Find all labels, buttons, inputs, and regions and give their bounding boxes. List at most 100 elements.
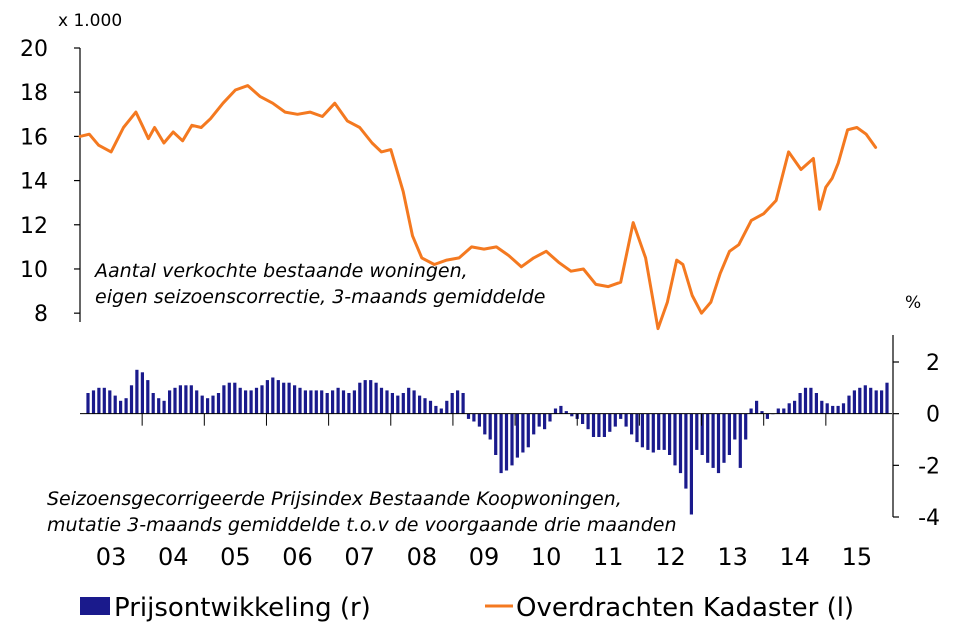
prijs-bar [510, 413, 514, 466]
prijs-bar [254, 387, 259, 414]
top-annotation-line-2: eigen seizoenscorrectie, 3-maands gemidd… [95, 286, 545, 308]
prijs-bar [749, 408, 753, 414]
prijs-bar [418, 395, 422, 414]
x-tick-label: 13 [717, 543, 748, 571]
prijs-bar [276, 380, 280, 414]
prijs-bar [809, 387, 813, 414]
prijs-bar [515, 413, 519, 458]
prijs-bar [841, 403, 846, 414]
prijs-bar [352, 390, 356, 414]
prijs-bar [401, 393, 405, 414]
x-tick-label: 08 [407, 543, 438, 571]
legend: Prijsontwikkeling (r) Overdrachten Kadas… [80, 593, 854, 623]
prijs-bar [129, 385, 134, 414]
prijs-bar [119, 400, 123, 414]
prijs-bar [369, 380, 373, 414]
prijs-bar [831, 405, 835, 414]
prijs-bar [271, 377, 275, 414]
prijs-bar [504, 413, 509, 471]
prijs-bar [456, 390, 460, 414]
top-y-tick-label: 8 [34, 302, 48, 327]
prijs-bar [776, 408, 780, 414]
prijs-bar [825, 403, 829, 414]
prijs-bar [113, 395, 117, 414]
prijs-bar [146, 380, 150, 414]
bottom-panel: 2 0 -2 -4 % Seizoensgecorrigeerde Prijsinde… [47, 293, 940, 536]
prijs-bar [298, 387, 302, 414]
prijs-bar [244, 390, 248, 414]
prijs-bar [787, 403, 791, 414]
prijs-bar [591, 413, 596, 437]
prijs-bar [483, 413, 487, 435]
top-y-tick-label: 10 [20, 258, 48, 283]
bottom-y-tick-label: 0 [926, 403, 940, 428]
prijs-bar [678, 413, 683, 474]
prijs-bar [162, 400, 166, 414]
prijs-bar [744, 413, 748, 440]
prijs-bar [581, 413, 585, 424]
prijs-bar [706, 413, 710, 463]
prijs-bar [543, 413, 547, 430]
prijs-bar [874, 390, 878, 414]
prijs-bar [760, 411, 764, 414]
prijs-bar [651, 413, 655, 453]
prijs-bar [635, 413, 639, 443]
overdrachten-line [78, 84, 878, 331]
prijs-bar [548, 413, 552, 422]
prijs-bar [521, 413, 525, 453]
top-y-ticks: 20 18 16 14 12 10 8 [20, 37, 80, 327]
prijs-bar [613, 413, 617, 427]
prijs-bar [646, 413, 650, 450]
prijs-bar [124, 398, 128, 414]
prijs-bar [86, 393, 90, 414]
prijs-bar [439, 408, 443, 414]
prijs-bar [836, 405, 840, 414]
x-tick-label: 06 [282, 543, 313, 571]
prijs-bar [782, 408, 786, 414]
prijs-bar [347, 393, 351, 414]
prijs-bar [390, 393, 394, 414]
prijs-bar [265, 380, 269, 414]
prijs-bar [374, 382, 378, 414]
prijs-bar [320, 390, 324, 414]
x-tick-label: 05 [220, 543, 251, 571]
prijs-bar [412, 390, 416, 414]
prijs-bar [673, 413, 677, 466]
prijs-bar [880, 390, 884, 414]
prijs-bar [102, 387, 106, 414]
prijs-bar [564, 411, 568, 414]
prijs-bar [195, 390, 199, 414]
prijs-bar [396, 395, 400, 414]
prijs-bar [314, 390, 318, 414]
prijs-bar [445, 400, 449, 414]
prijs-bar [428, 400, 433, 414]
prijs-bar [385, 390, 389, 414]
prijs-bar [689, 413, 693, 515]
prijs-bar [358, 382, 362, 414]
bottom-annotation-line-1: Seizoensgecorrigeerde Prijsindex Bestaan… [47, 488, 622, 510]
prijs-bar [472, 413, 476, 422]
x-tick-label: 07 [344, 543, 375, 571]
top-unit-label: x 1.000 [58, 11, 122, 31]
prijs-bar [331, 390, 335, 414]
prijs-bar [684, 413, 688, 489]
prijs-bar [863, 385, 867, 414]
prijs-bar [700, 413, 704, 455]
prijs-bar [602, 413, 606, 437]
prijs-bar [657, 413, 661, 450]
prijs-bar [798, 393, 802, 414]
prijs-bar [157, 398, 161, 414]
prijs-bar [586, 413, 590, 430]
prijs-bar [108, 390, 112, 414]
prijs-bar [755, 400, 759, 414]
prijs-bar [466, 413, 471, 419]
prijs-bar [852, 390, 856, 414]
prijs-bar [727, 413, 731, 455]
bottom-y-tick-label: -2 [918, 454, 940, 479]
prijs-bar [140, 372, 144, 414]
prijs-bar [222, 385, 226, 414]
prijs-bar [668, 413, 672, 455]
prijs-bar [532, 413, 536, 435]
top-y-tick-label: 18 [20, 81, 48, 106]
